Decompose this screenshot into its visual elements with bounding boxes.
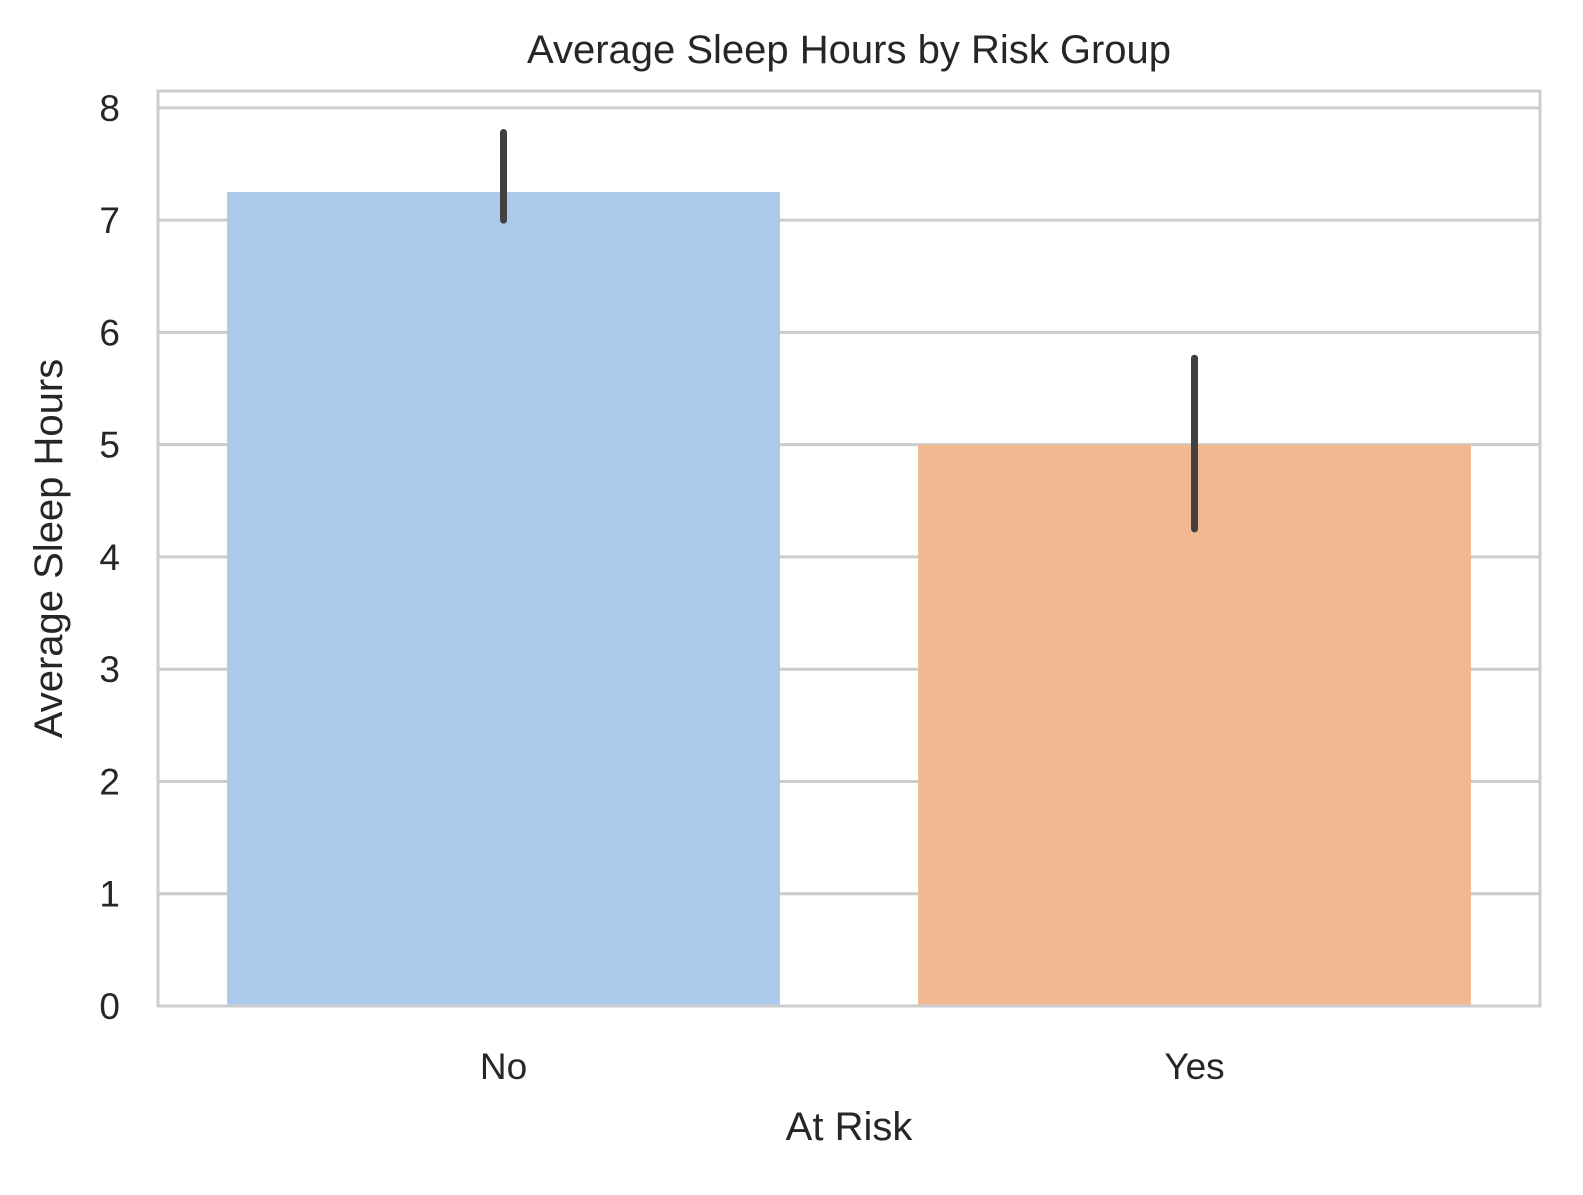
x-axis-label: At Risk [786, 1105, 914, 1149]
y-tick-label: 5 [99, 425, 120, 466]
x-tick-label: Yes [1164, 1046, 1224, 1087]
x-tick-labels: No Yes [480, 1046, 1225, 1087]
y-tick-label: 7 [99, 200, 120, 241]
bars [227, 192, 1471, 1007]
y-tick-label: 3 [99, 649, 120, 690]
y-axis-label: Average Sleep Hours [27, 359, 71, 739]
y-tick-label: 4 [99, 537, 120, 578]
x-tick-label: No [480, 1046, 527, 1087]
y-tick-label: 8 [99, 88, 120, 129]
plot-frame [156, 89, 1542, 1008]
y-tick-label: 1 [99, 874, 120, 915]
error-bars [500, 129, 1198, 533]
chart-title: Average Sleep Hours by Risk Group [527, 28, 1171, 72]
y-tick-label: 2 [99, 761, 120, 802]
y-tick-label: 0 [99, 986, 120, 1027]
bar-yes [918, 444, 1471, 1007]
y-tick-labels: 0 1 2 3 4 5 6 7 8 [99, 88, 120, 1027]
y-tick-label: 6 [99, 312, 120, 353]
bar-no [227, 192, 780, 1006]
